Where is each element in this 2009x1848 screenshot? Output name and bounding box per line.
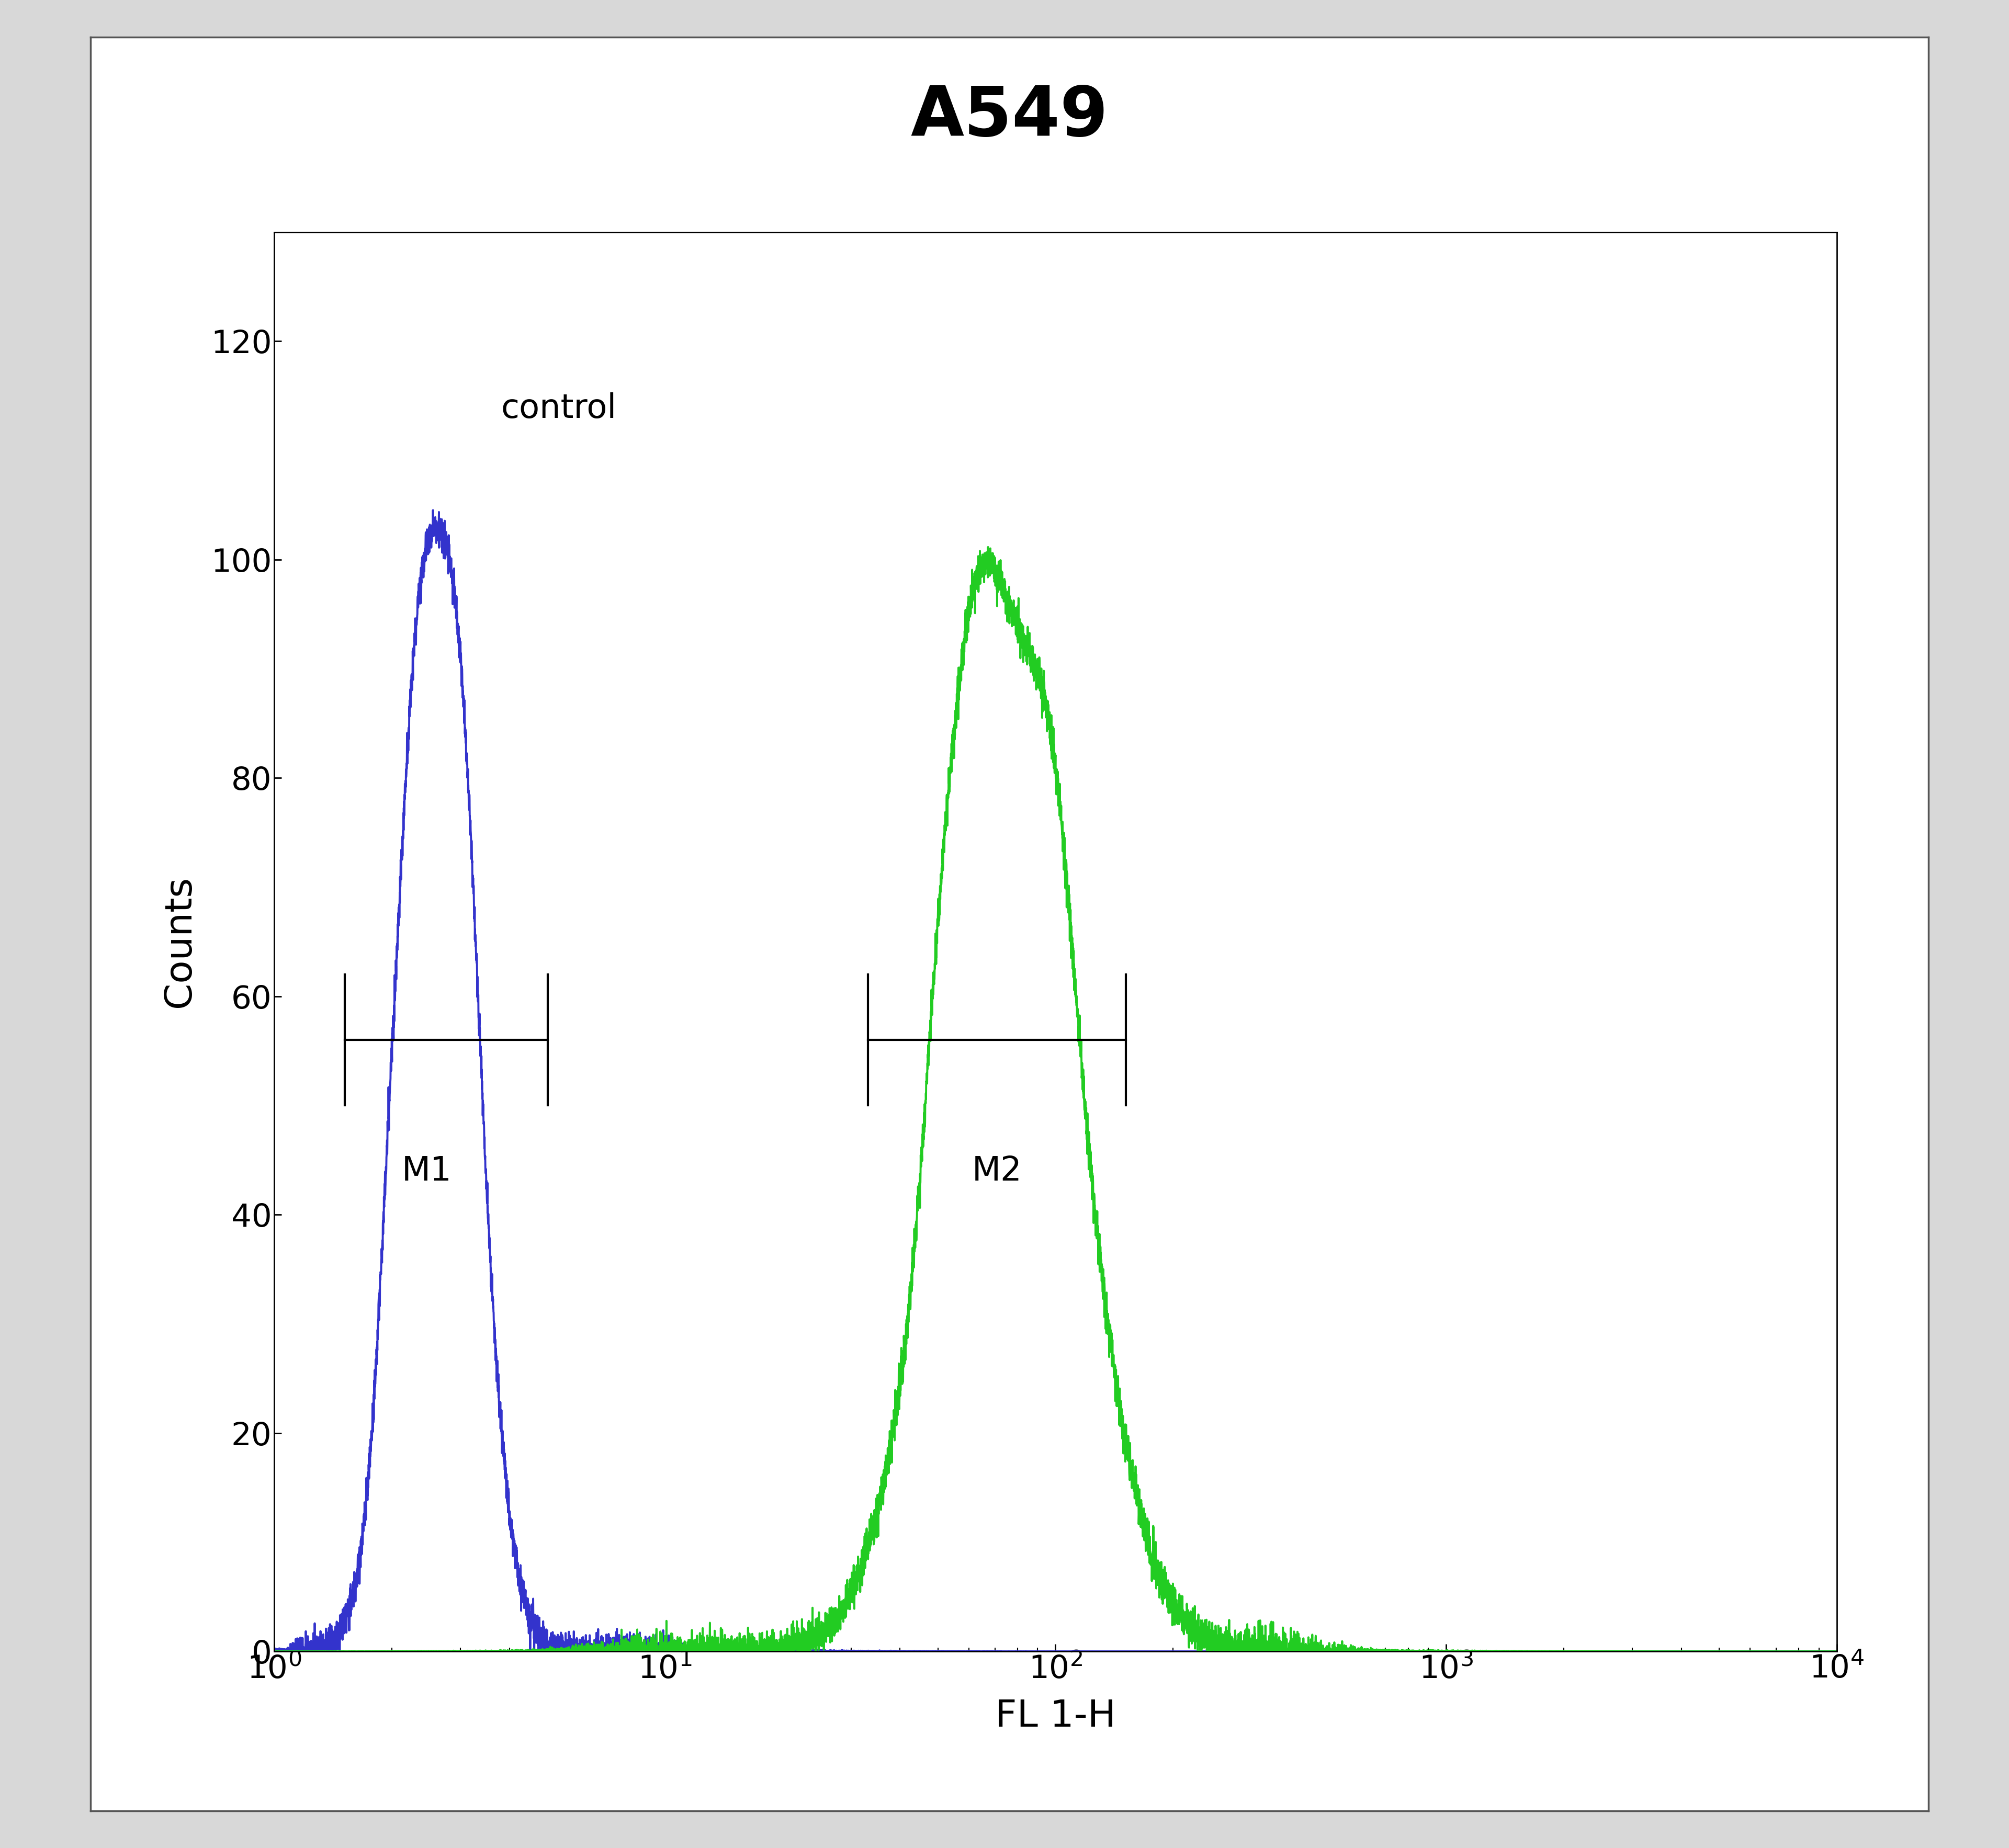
Text: control: control [500, 392, 617, 425]
X-axis label: FL 1-H: FL 1-H [994, 1698, 1115, 1733]
Y-axis label: Counts: Counts [161, 876, 197, 1007]
Text: A549: A549 [910, 83, 1109, 150]
Text: M2: M2 [972, 1155, 1023, 1186]
Text: M1: M1 [402, 1155, 452, 1186]
